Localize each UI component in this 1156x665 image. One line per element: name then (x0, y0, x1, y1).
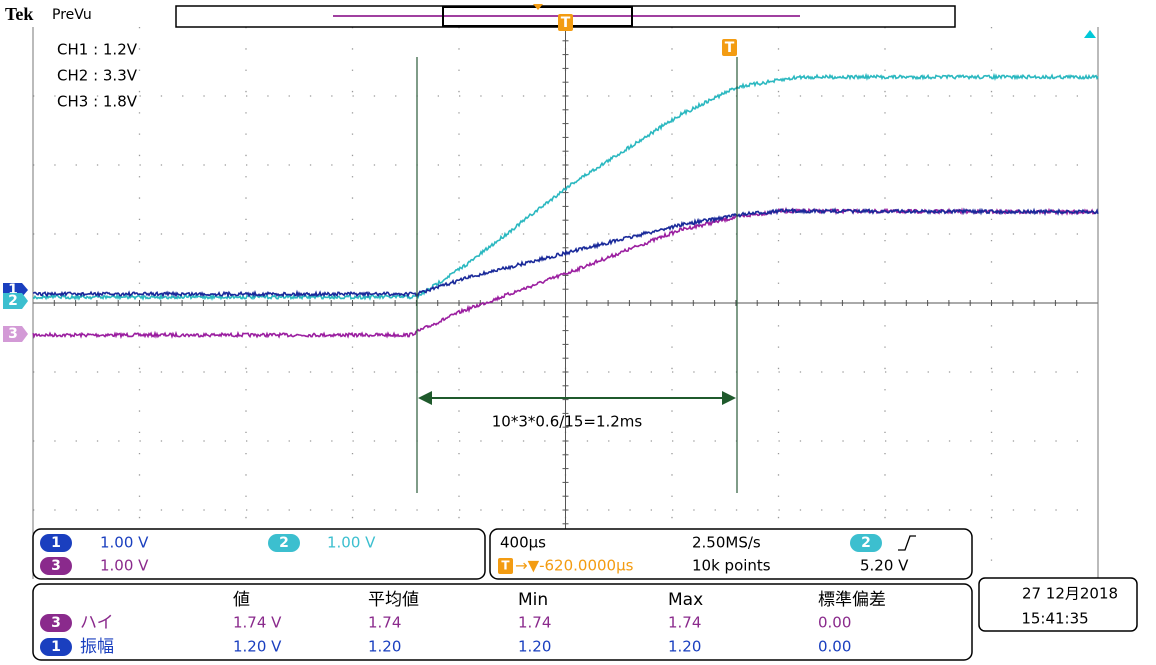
measurement-value: 1.20 (368, 638, 401, 656)
measurement-value: 1.74 V (233, 614, 282, 632)
vertical-scale: 1.00 V (100, 557, 149, 575)
trigger-marker: T (561, 15, 571, 31)
channel-badge: 2 (279, 535, 289, 551)
trigger-marker: T (501, 559, 510, 573)
measurement-value: 1.20 (668, 638, 701, 656)
column-header: 値 (233, 590, 250, 610)
column-header: 平均値 (368, 590, 419, 610)
column-header: 標準偏差 (818, 590, 886, 610)
measurement-value: 0.00 (818, 614, 851, 632)
column-header: Max (668, 590, 703, 610)
channel-badge: 1 (51, 639, 61, 655)
measurement-name: 振幅 (80, 637, 114, 657)
measurement-value: 1.74 (518, 614, 551, 632)
badge (40, 557, 72, 575)
measurement-value: 1.74 (668, 614, 701, 632)
measurement-name: ハイ (80, 613, 114, 633)
date: 27 12月2018 (1022, 585, 1118, 603)
trigger-position: →▼-620.0000µs (515, 557, 634, 575)
measurement-value: 1.74 (368, 614, 401, 632)
badge (40, 534, 72, 552)
trigger-level: 5.20 V (860, 557, 909, 575)
channel-marker-bg (3, 293, 28, 309)
channel-badge: 1 (51, 535, 61, 551)
column-header: Min (518, 590, 548, 610)
ch2-trace (32, 72, 1099, 302)
waveforms (32, 72, 1099, 340)
channel-marker: 3 (8, 326, 18, 342)
trigger-marker: T (725, 40, 735, 56)
vertical-scale: 1.00 V (327, 534, 376, 552)
trigger-channel: 2 (861, 535, 871, 551)
sample-rate: 2.50MS/s (692, 534, 761, 552)
badge (850, 534, 882, 552)
channel-marker: 2 (8, 293, 18, 309)
measurement-value: 1.20 V (233, 638, 282, 656)
annotation: 10*3*0.6/15=1.2ms (492, 413, 643, 431)
channel-badge: 3 (51, 558, 61, 574)
datetime-panel (978, 577, 1138, 632)
time-scale: 400µs (500, 534, 546, 552)
trigger-marker-bg (558, 14, 573, 31)
measurement-value: 0.00 (818, 638, 851, 656)
measurement-panel (32, 583, 973, 661)
channel-note: CH2 : 3.3V (57, 67, 138, 85)
slope-icon (898, 535, 916, 551)
channel-marker-bg (3, 326, 28, 342)
measurement-table: 値 平均値 Min Max 標準偏差 3 ハイ 1.74 V 1.74 1.74 1.74 0.00 1… (40, 590, 886, 657)
trigger-marker-bg (722, 39, 737, 56)
channel-badge: 3 (51, 615, 61, 631)
badge (40, 638, 72, 656)
trigger-level-marker (1084, 30, 1096, 38)
badge (268, 534, 300, 552)
brand: Tek (5, 4, 33, 24)
channel-marker: 1 (8, 282, 18, 298)
vertical-scale: 1.00 V (100, 534, 149, 552)
time: 15:41:35 (1021, 610, 1088, 628)
measurement-value: 1.20 (518, 638, 551, 656)
badge (40, 614, 72, 632)
vertical-panel (32, 528, 486, 580)
ch3-trace (32, 206, 1099, 340)
ch1-trace (32, 207, 1099, 299)
graticule (32, 26, 1099, 579)
mode: PreVu (52, 7, 92, 23)
trigger-marker-bg (498, 558, 513, 574)
channel-note: CH1 : 1.2V (57, 41, 138, 59)
record-length: 10k points (692, 557, 771, 575)
record-trigger (533, 4, 543, 10)
channel-note: CH3 : 1.8V (57, 93, 138, 111)
